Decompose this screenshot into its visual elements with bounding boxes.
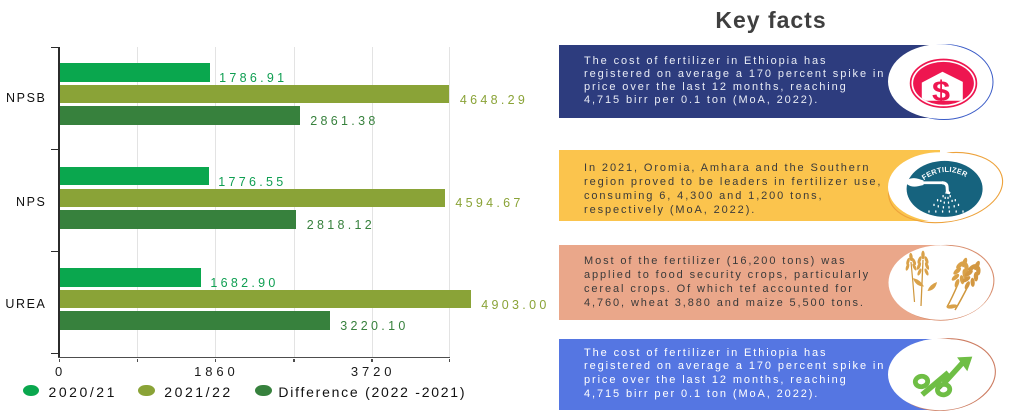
svg-text:$: $ [931,75,949,108]
